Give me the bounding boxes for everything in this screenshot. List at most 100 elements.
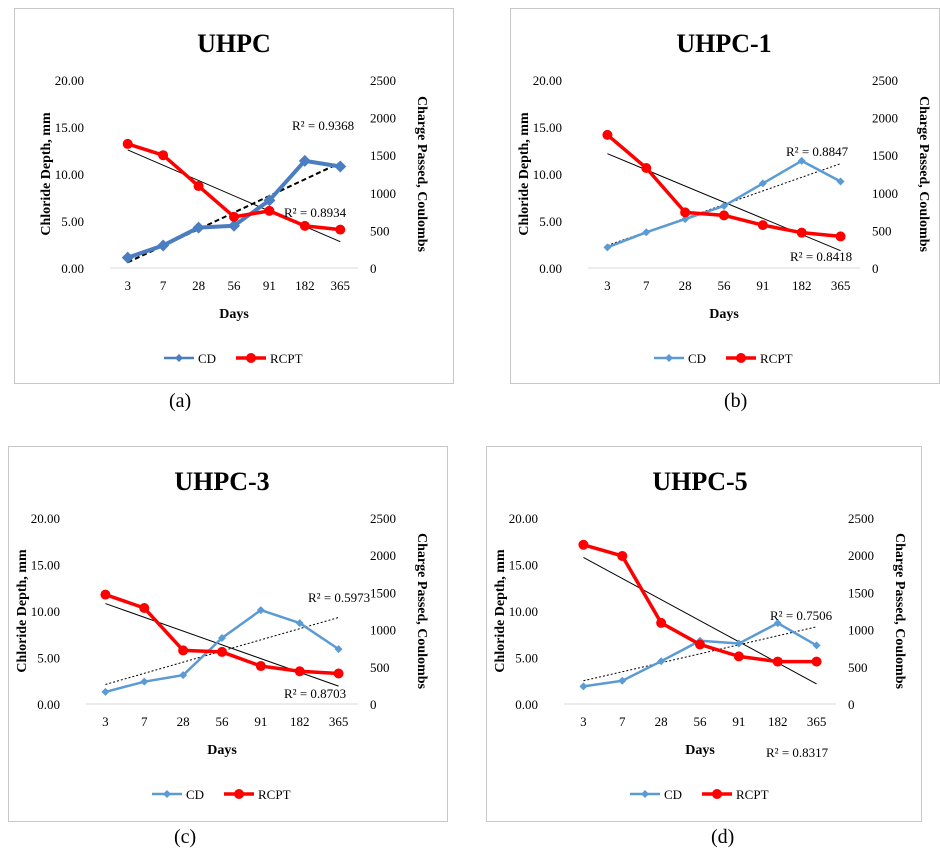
y2-tick-label: 0 xyxy=(848,697,855,712)
chart-panel-uhpc-5: UHPC-5 0.00 5.00 10.00 15.00 20.00 0 500 1000 150… xyxy=(486,446,922,822)
y-tick-label: 20.00 xyxy=(31,511,60,526)
x-tick-label: 182 xyxy=(768,714,788,729)
y-tick-label: 10.00 xyxy=(509,604,538,619)
point-cd xyxy=(256,606,265,615)
y-axis-title: Chloride Depth, mm xyxy=(493,549,508,673)
chart-title: UHPC-1 xyxy=(676,29,771,58)
legend-label-cd: CD xyxy=(688,351,706,366)
y-tick-label: 0.00 xyxy=(539,261,562,276)
point-cd xyxy=(228,219,240,232)
point-rcpt xyxy=(139,603,150,614)
x-tick-label: 182 xyxy=(792,278,812,293)
x-tick-label: 3 xyxy=(604,278,611,293)
r2-label-rcpt: R² = 0.8317 xyxy=(766,745,829,760)
point-cd xyxy=(681,215,690,224)
r2-label-rcpt: R² = 0.8934 xyxy=(284,205,347,220)
x-tick-label: 91 xyxy=(254,714,267,729)
x-tick-label: 28 xyxy=(679,278,692,293)
x-tick-label: 7 xyxy=(141,714,148,729)
chart-panel-uhpc-1: UHPC-1 0.00 5.00 10.00 15.00 20.00 0 500 1000 150… xyxy=(510,8,940,384)
r2-label-cd: R² = 0.8847 xyxy=(786,144,849,159)
chart-title: UHPC-3 xyxy=(174,467,269,496)
y-tick-label: 15.00 xyxy=(55,120,84,135)
point-rcpt xyxy=(255,661,266,672)
y2-tick-label: 1500 xyxy=(370,585,396,600)
y2-tick-label: 2500 xyxy=(872,73,898,88)
point-cd xyxy=(157,239,170,252)
y2-tick-label: 2000 xyxy=(872,111,898,126)
y2-axis-title: Charge Passed, Coulombs xyxy=(414,96,429,253)
point-cd xyxy=(298,154,311,167)
y-tick-label: 0.00 xyxy=(61,261,84,276)
y-tick-label: 15.00 xyxy=(31,558,60,573)
y2-tick-label: 1000 xyxy=(370,186,396,201)
y-tick-label: 20.00 xyxy=(55,73,84,88)
chart-panel-uhpc-3: UHPC-3 0.00 5.00 10.00 15.00 20.00 0 500 1000 150… xyxy=(8,446,448,822)
x-tick-label: 365 xyxy=(331,278,351,293)
point-rcpt xyxy=(602,129,613,140)
legend-label-cd: CD xyxy=(186,787,204,802)
point-rcpt xyxy=(299,220,310,231)
r2-label-rcpt: R² = 0.8418 xyxy=(790,249,852,264)
r2-label-cd: R² = 0.5973 xyxy=(308,590,370,605)
chart-svg: UHPC 0.00 5.00 10.00 15.00 20.00 0 500 1000 1500 2… xyxy=(14,8,454,384)
trendline-cd xyxy=(127,161,341,264)
y2-tick-label: 2500 xyxy=(848,511,874,526)
y-tick-label: 0.00 xyxy=(37,697,60,712)
point-cd xyxy=(101,687,110,696)
point-rcpt xyxy=(641,162,652,173)
point-rcpt xyxy=(100,589,111,600)
y-tick-label: 5.00 xyxy=(515,651,538,666)
point-rcpt xyxy=(122,138,133,149)
x-tick-label: 7 xyxy=(160,278,167,293)
point-cd xyxy=(758,179,767,188)
legend-marker-cd xyxy=(163,790,171,798)
chart-title: UHPC xyxy=(197,29,271,58)
x-tick-label: 7 xyxy=(619,714,626,729)
x-tick-label: 365 xyxy=(807,714,827,729)
point-rcpt xyxy=(617,550,628,561)
point-rcpt xyxy=(294,666,305,677)
caption-d: (d) xyxy=(711,826,735,848)
point-rcpt xyxy=(158,150,169,161)
legend-label-rcpt: RCPT xyxy=(736,787,769,802)
point-rcpt xyxy=(835,231,846,242)
y-tick-label: 10.00 xyxy=(55,167,84,182)
point-cd xyxy=(836,177,845,186)
x-tick-label: 28 xyxy=(177,714,190,729)
legend-marker-rcpt xyxy=(246,353,256,363)
point-cd xyxy=(263,194,276,207)
y2-tick-label: 0 xyxy=(872,261,879,276)
y-axis-title: Chloride Depth, mm xyxy=(15,549,30,673)
x-tick-label: 3 xyxy=(124,278,131,293)
r2-label-cd: R² = 0.9368 xyxy=(292,118,354,133)
x-tick-label: 56 xyxy=(216,714,230,729)
chart-title: UHPC-5 xyxy=(652,467,747,496)
point-cd xyxy=(334,645,343,654)
point-cd xyxy=(179,671,188,680)
point-rcpt xyxy=(217,646,227,657)
point-cd xyxy=(642,228,651,237)
point-cd xyxy=(603,243,612,252)
x-tick-label: 182 xyxy=(290,714,310,729)
legend-label-rcpt: RCPT xyxy=(270,351,303,366)
caption-c: (c) xyxy=(174,826,197,848)
x-tick-label: 28 xyxy=(192,278,205,293)
y2-axis-title: Charge Passed, Coulombs xyxy=(414,533,429,690)
x-tick-label: 91 xyxy=(732,714,745,729)
x-tick-label: 56 xyxy=(694,714,708,729)
legend-label-cd: CD xyxy=(198,351,216,366)
point-rcpt xyxy=(757,220,768,231)
chart-svg: UHPC-1 0.00 5.00 10.00 15.00 20.00 0 500 1000 150… xyxy=(510,8,940,384)
y2-tick-label: 2000 xyxy=(848,548,874,563)
point-cd xyxy=(218,633,226,642)
x-tick-label: 182 xyxy=(295,278,315,293)
point-rcpt xyxy=(796,227,807,238)
point-cd xyxy=(657,657,666,666)
x-tick-label: 365 xyxy=(831,278,851,293)
x-tick-label: 7 xyxy=(643,278,650,293)
y2-tick-label: 0 xyxy=(370,261,377,276)
y2-tick-label: 2000 xyxy=(370,548,396,563)
r2-label-rcpt: R² = 0.8703 xyxy=(284,686,346,701)
point-cd xyxy=(140,677,149,686)
